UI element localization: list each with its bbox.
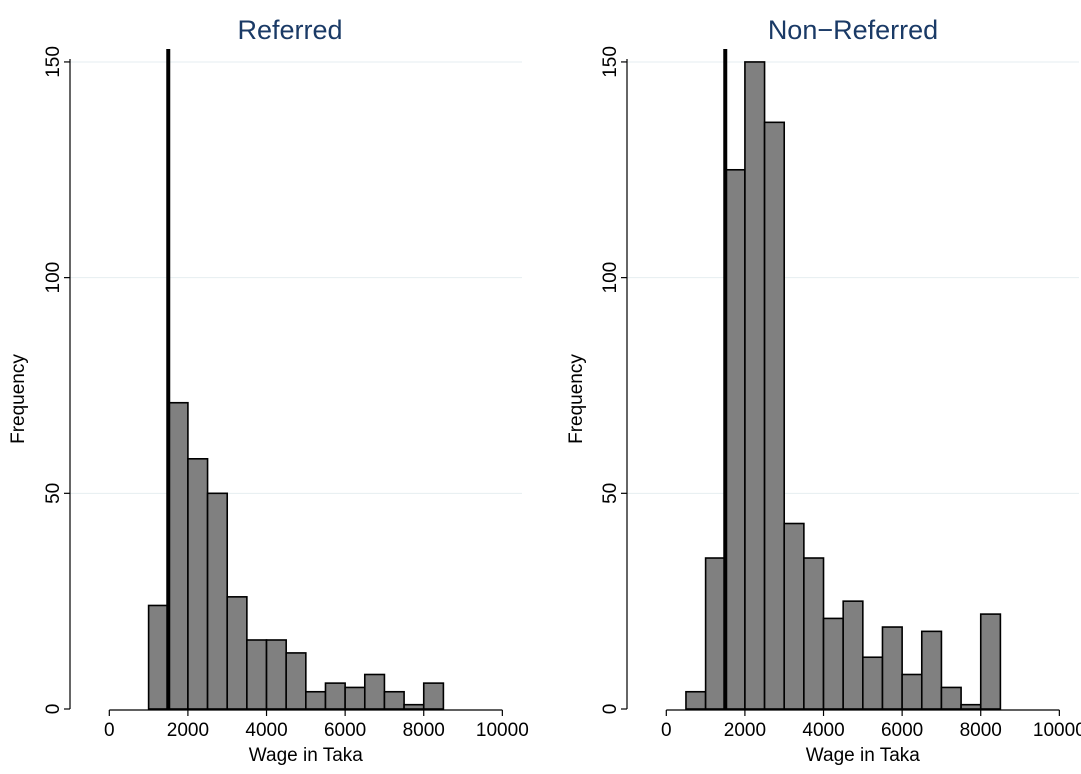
histogram-bar — [940, 686, 962, 710]
histogram-bar — [881, 626, 903, 710]
histogram-bar — [704, 557, 727, 710]
x-tick-label: 8000 — [960, 720, 1002, 741]
histogram-bar — [960, 703, 982, 710]
x-tick-label: 2000 — [724, 720, 766, 741]
histogram-bar — [285, 652, 307, 710]
panel-title: Non−Referred — [768, 15, 938, 45]
histogram-bar — [979, 613, 1002, 710]
histogram-bar — [403, 703, 425, 710]
histogram-bar — [246, 639, 268, 710]
y-tick-label: 100 — [43, 262, 64, 294]
x-tick-label: 0 — [661, 720, 672, 741]
x-tick-label: 0 — [104, 720, 115, 741]
y-tick-label: 150 — [600, 46, 621, 78]
y-tick-label: 0 — [43, 704, 64, 715]
histogram-bar — [685, 690, 707, 710]
histogram-bar — [724, 168, 746, 710]
x-axis-title: Wage in Taka — [249, 745, 363, 766]
panel-title: Referred — [237, 15, 342, 45]
x-axis-title: Wage in Taka — [806, 745, 920, 766]
histogram-bar — [744, 61, 766, 710]
x-tick-label: 6000 — [324, 720, 366, 741]
x-tick-label: 6000 — [881, 720, 923, 741]
histogram-bar — [803, 557, 825, 710]
histogram-bar — [862, 656, 884, 710]
y-tick-label: 0 — [600, 704, 621, 715]
x-tick-label: 10000 — [1033, 720, 1081, 741]
histogram-bar — [167, 401, 189, 710]
histogram-bar — [783, 522, 805, 710]
histogram-bar — [265, 639, 287, 710]
histogram-bar — [842, 600, 864, 710]
histogram-bar — [901, 673, 923, 710]
histogram-bar — [920, 630, 943, 710]
histogram-bar — [344, 686, 366, 710]
x-tick-label: 4000 — [802, 720, 844, 741]
x-tick-label: 4000 — [245, 720, 287, 741]
x-tick-label: 8000 — [403, 720, 445, 741]
y-tick-label: 50 — [600, 483, 621, 504]
histogram-bar — [305, 690, 327, 710]
x-tick-label: 10000 — [476, 720, 529, 741]
panel-referred: 0 50 100 150 0 2000 4000 6000 8000 10000 Wage in T… — [8, 15, 529, 766]
histogram-bar — [763, 121, 786, 710]
y-tick-label: 150 — [43, 46, 64, 78]
histogram-bar — [383, 690, 405, 710]
histogram-bar — [147, 604, 170, 710]
histogram-bar — [324, 682, 346, 710]
panel-non-referred: 0 50 100 150 0 2000 4000 6000 8000 10000 Wage in T… — [566, 15, 1081, 766]
histogram-bar — [187, 458, 209, 710]
y-tick-label: 100 — [600, 262, 621, 294]
x-tick-label: 2000 — [167, 720, 209, 741]
histogram-bar — [206, 492, 229, 710]
y-axis-title: Frequency — [566, 354, 587, 444]
histogram-bar — [822, 617, 844, 710]
y-axis-title: Frequency — [8, 354, 29, 444]
histogram-bar — [226, 596, 248, 710]
y-tick-label: 50 — [43, 483, 64, 504]
histogram-bar — [363, 673, 386, 710]
histogram-bar — [422, 682, 445, 710]
